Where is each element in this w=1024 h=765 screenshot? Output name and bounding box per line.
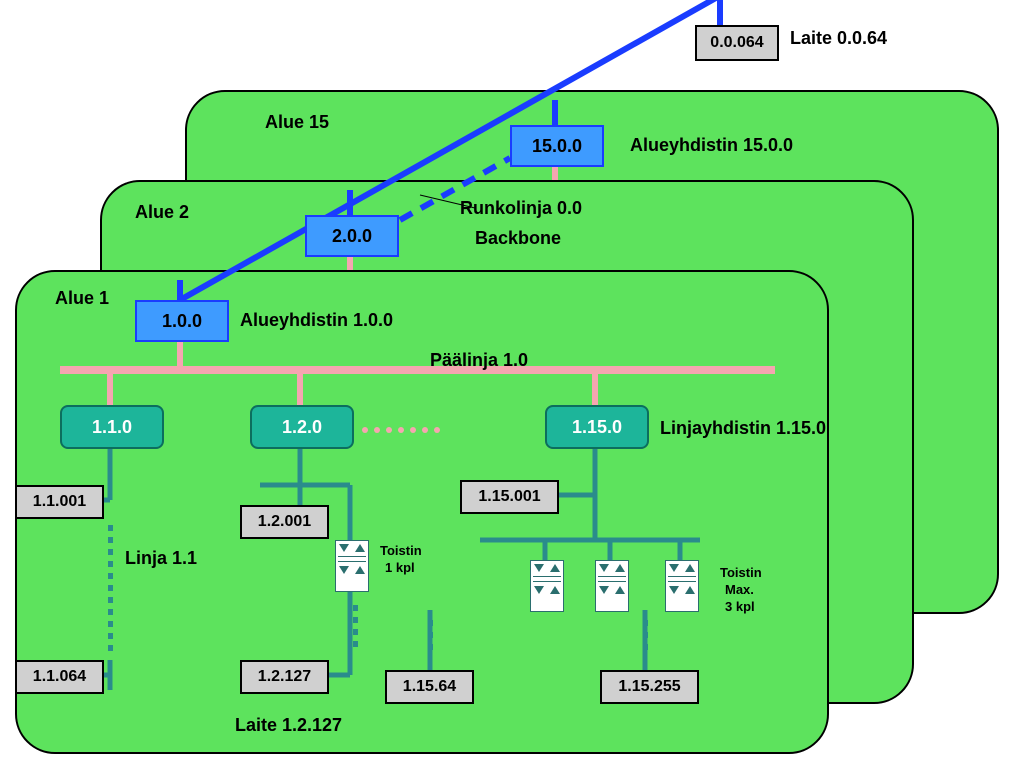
external-device: 0.0.064 [695,25,779,61]
line-coupler-1-15: 1.15.0 [545,405,649,449]
device-1-1-064: 1.1.064 [15,660,104,694]
area-coupler-1-addr: 1.0.0 [162,311,202,332]
area-coupler-15-addr: 15.0.0 [532,136,582,157]
line-coupler-1-2: 1.2.0 [250,405,354,449]
laite-label: Laite 1.2.127 [235,715,342,736]
toistin-3-label-b: Max. [725,582,754,597]
repeater-icon [595,560,629,612]
runkolinja-label: Runkolinja 0.0 [460,198,582,219]
area-coupler-2: 2.0.0 [305,215,399,257]
d7-addr: 1.15.255 [618,678,680,696]
repeater-icon [335,540,369,592]
lc15-addr: 1.15.0 [572,417,622,438]
backbone-label: Backbone [475,228,561,249]
toistin-3-label-c: 3 kpl [725,599,755,614]
device-1-2-001: 1.2.001 [240,505,329,539]
toistin-3-label-a: Toistin [720,565,762,580]
area-15-title: Alue 15 [265,112,329,133]
lc2-addr: 1.2.0 [282,417,322,438]
device-1-15-255: 1.15.255 [600,670,699,704]
d6-addr: 1.15.64 [403,678,456,696]
repeater-icon [530,560,564,612]
connections-layer [0,0,1024,765]
d2-addr: 1.1.064 [33,668,86,686]
area-coupler-1-label: Alueyhdistin 1.0.0 [240,310,393,331]
lc1-addr: 1.1.0 [92,417,132,438]
external-device-label: Laite 0.0.64 [790,28,887,49]
d4-addr: 1.2.127 [258,668,311,686]
d1-addr: 1.1.001 [33,493,86,511]
area-coupler-2-addr: 2.0.0 [332,226,372,247]
repeater-icon [665,560,699,612]
d5-addr: 1.15.001 [478,488,540,506]
area-2-title: Alue 2 [135,202,189,223]
device-1-2-127: 1.2.127 [240,660,329,694]
device-1-15-64: 1.15.64 [385,670,474,704]
paalinja-label: Päälinja 1.0 [430,350,528,371]
toistin-1-label-a: Toistin [380,543,422,558]
area-coupler-15-label: Alueyhdistin 15.0.0 [630,135,793,156]
area-coupler-15: 15.0.0 [510,125,604,167]
device-1-1-001: 1.1.001 [15,485,104,519]
linja-label: Linja 1.1 [125,548,197,569]
toistin-1-label-b: 1 kpl [385,560,415,575]
area-1-title: Alue 1 [55,288,109,309]
device-1-15-001: 1.15.001 [460,480,559,514]
d3-addr: 1.2.001 [258,513,311,531]
external-device-addr: 0.0.064 [710,34,763,52]
area-coupler-1: 1.0.0 [135,300,229,342]
linjayhdistin-label: Linjayhdistin 1.15.0 [660,418,826,439]
line-coupler-1-1: 1.1.0 [60,405,164,449]
